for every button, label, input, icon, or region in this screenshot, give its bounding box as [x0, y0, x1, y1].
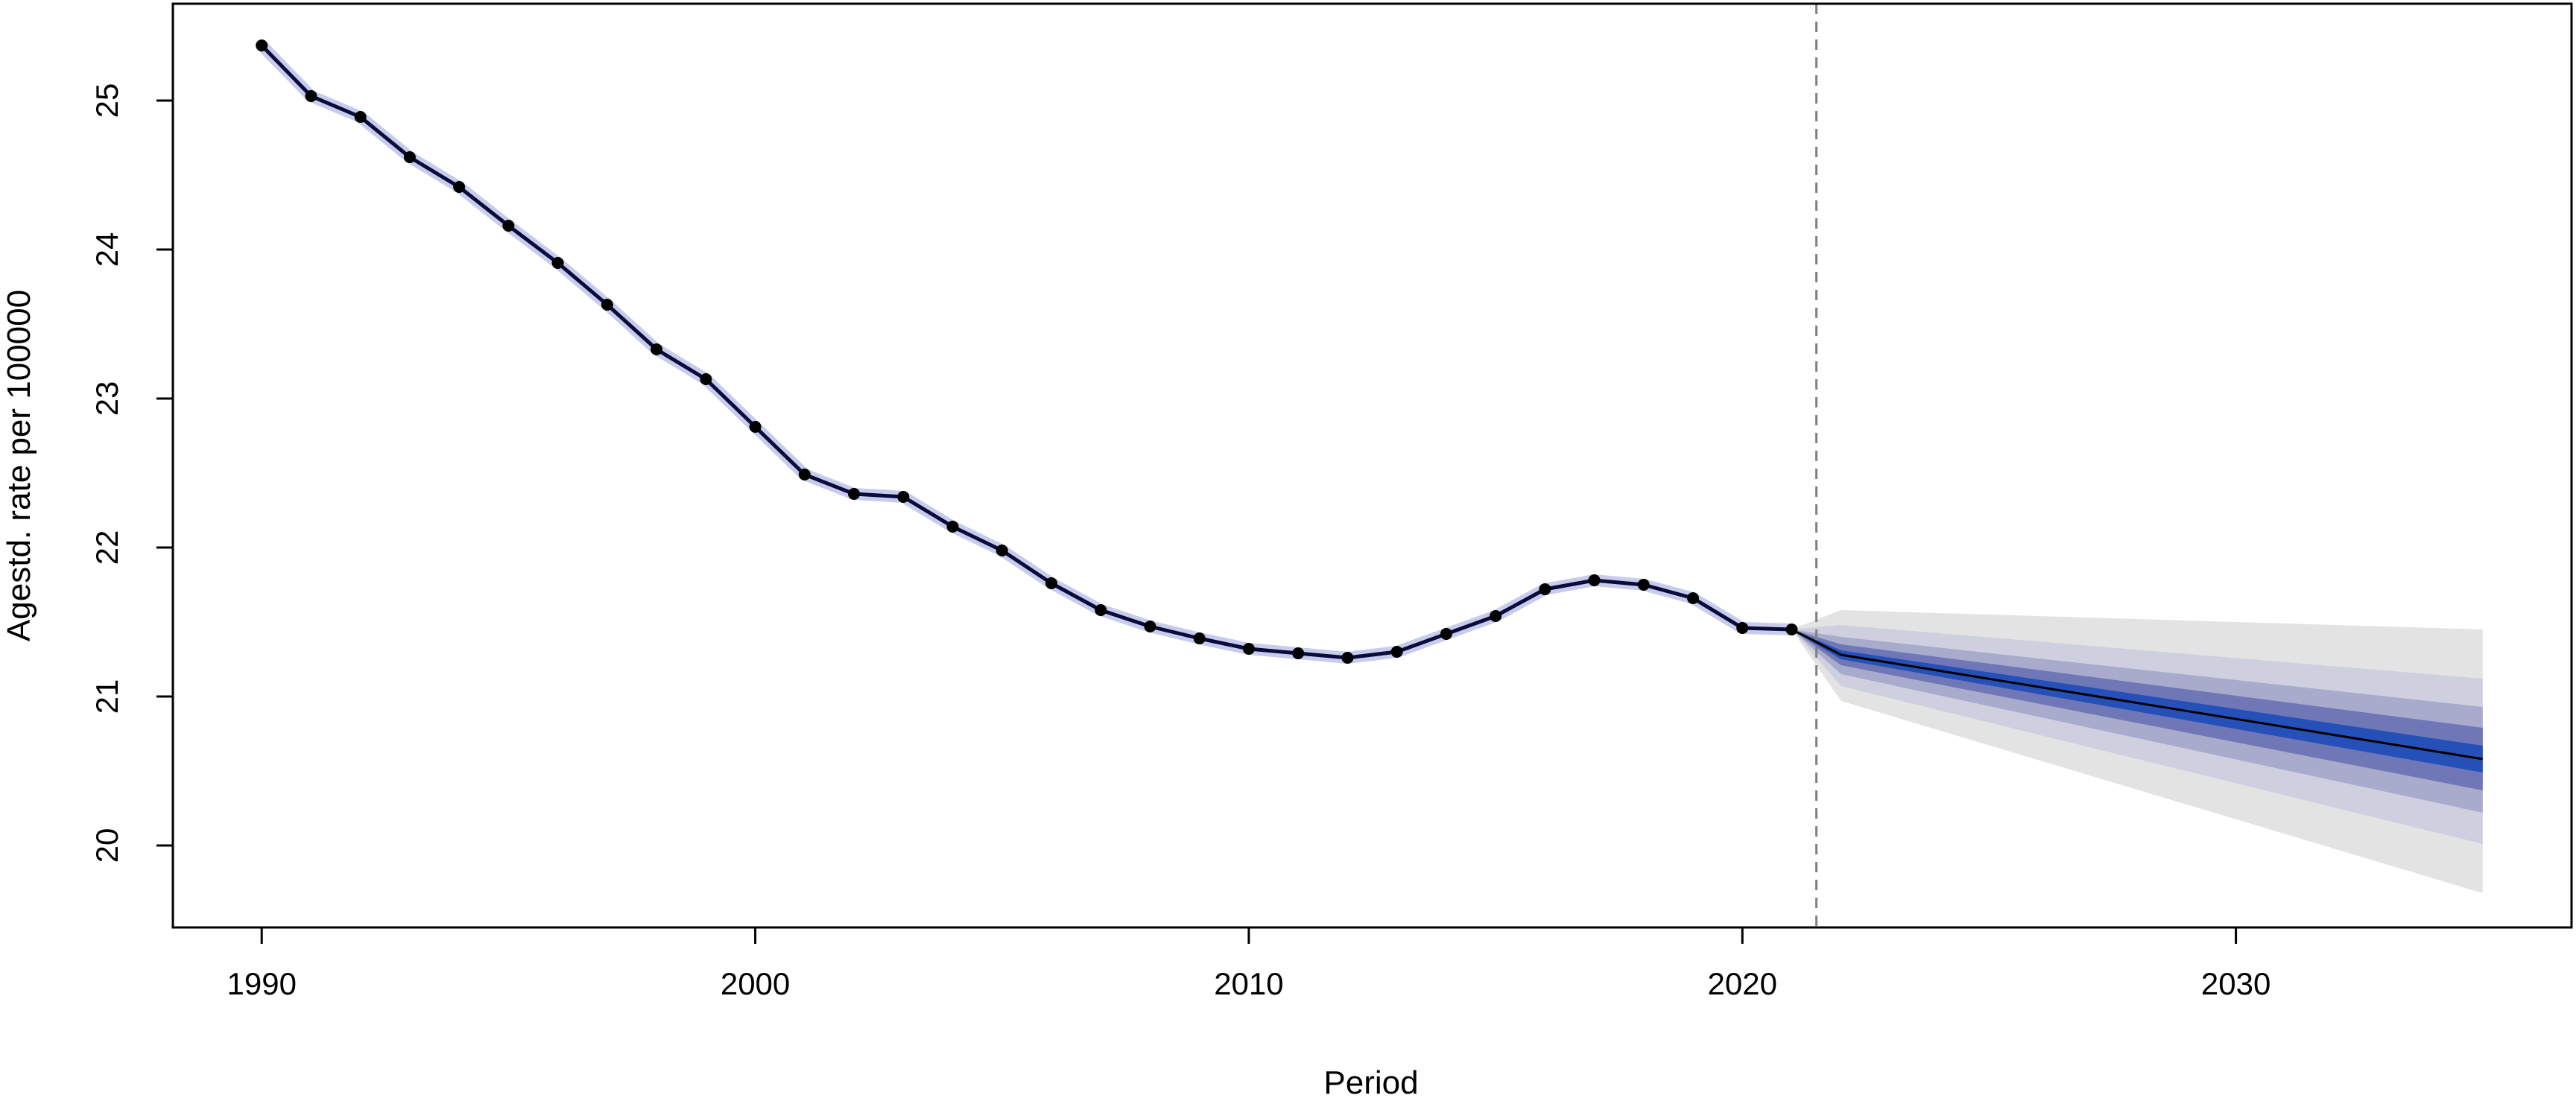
observed-point [1588, 574, 1601, 586]
observed-point [1095, 604, 1107, 616]
ticks: 1990 2000 2010 2020 2030 20 21 22 23 24 25 [89, 83, 2270, 1001]
observed-point [946, 521, 959, 533]
observed-point [453, 181, 466, 193]
observed-point [1144, 621, 1156, 632]
observed-point [305, 90, 317, 102]
y-axis-title: Agestd. rate per 100000 [1, 290, 37, 641]
forecast-band-inner [1791, 629, 2483, 772]
y-tick-label: 25 [89, 83, 124, 118]
x-tick-label: 2010 [1214, 966, 1283, 1001]
observed-point [1539, 583, 1551, 595]
observed-point [1390, 646, 1403, 658]
observed-point [897, 491, 910, 503]
y-tick-label: 23 [89, 381, 124, 416]
x-tick-label: 2030 [2201, 966, 2270, 1001]
observed-point [651, 343, 663, 355]
x-tick-label: 1990 [227, 966, 297, 1001]
observed-point [1341, 652, 1354, 664]
observed-point [1292, 647, 1305, 659]
observed-point [1440, 628, 1452, 640]
observed-point [1687, 592, 1700, 604]
observed-point [996, 545, 1008, 556]
observed-point [403, 151, 416, 163]
observed-point [256, 39, 268, 51]
observed-point [749, 421, 762, 433]
observed-point [551, 257, 564, 269]
series-layer [256, 4, 2484, 927]
observed-point [1045, 577, 1057, 589]
y-tick-label: 20 [89, 828, 124, 863]
observed-point [700, 373, 712, 385]
observed-point [848, 488, 861, 500]
observed-point [798, 469, 811, 480]
observed-point [502, 220, 515, 232]
y-tick-label: 24 [89, 232, 124, 267]
observed-point [601, 299, 613, 311]
observed-point [354, 111, 367, 123]
x-tick-label: 2000 [721, 966, 790, 1001]
y-tick-label: 21 [89, 679, 124, 714]
x-tick-label: 2020 [1708, 966, 1777, 1001]
observed-point [1490, 610, 1502, 622]
observed-point [1785, 624, 1798, 635]
observed-point [1242, 643, 1255, 655]
observed-line [260, 44, 1792, 660]
y-tick-label: 22 [89, 530, 124, 565]
observed-point [1736, 622, 1749, 634]
x-axis-title: Period [1323, 1064, 1418, 1101]
observed-point [1637, 579, 1650, 591]
observed-point [1193, 632, 1206, 644]
forecast-mean-line [1791, 628, 2484, 761]
forecast-bands [1791, 610, 2483, 893]
